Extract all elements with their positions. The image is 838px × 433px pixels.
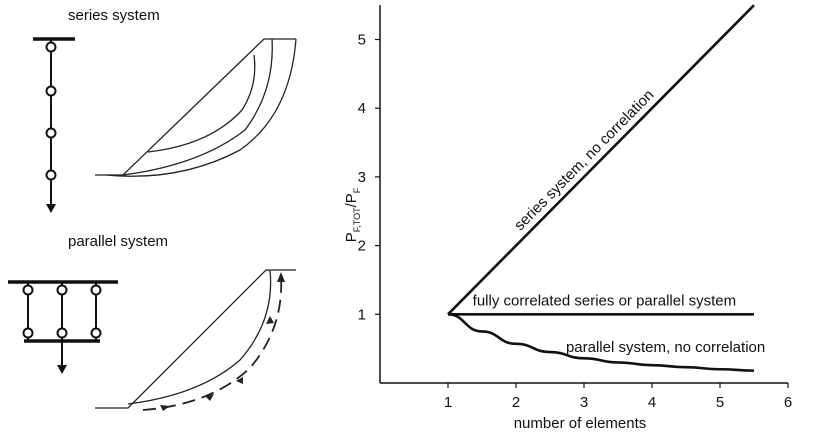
parallel-chain-node [90,327,102,339]
y-axis-label-main-2: P [343,193,360,203]
y-axis-label-sub1: F,TOT [352,207,362,232]
series-label-no-correlation: series system, no correlation [511,86,657,234]
y-axis-label-sub2: F [352,187,362,193]
x-tick-label: 6 [784,394,792,411]
parallel-system-label: parallel system [68,233,169,250]
parallel-load-arrow [57,365,67,374]
x-tick-label: 2 [512,394,520,411]
arrowhead [160,405,170,411]
arrowhead [236,377,243,384]
y-tick-label: 5 [358,32,366,49]
parallel-chain-node [22,327,34,339]
y-tick-label: 2 [358,238,366,255]
arrowhead [205,394,214,401]
arrowhead [266,316,274,324]
parallel-chain-node [90,284,102,296]
parallel-chain-node [56,327,68,339]
slip-surface-outer [105,38,297,177]
slip-surface-middle [122,38,273,176]
series-chain-diagram [33,37,75,213]
parallel-chain-node [56,284,68,296]
parallel-slope-outline [95,269,296,409]
arrowhead [277,272,285,282]
series-load-arrow [46,204,56,213]
chart-axes [379,5,788,384]
series-system-label: series system [68,7,160,24]
series-chain-node [45,85,57,97]
x-tick-label: 5 [716,394,724,411]
series-no-correlation-line [447,4,755,316]
series-chain-node [45,127,57,139]
x-tick-label: 4 [648,394,656,411]
dashed-movement-arrows [142,275,283,411]
x-axis-label: number of elements [514,415,647,432]
slip-surface-inner [147,54,256,153]
x-tick-label: 1 [444,394,452,411]
series-label-fully-correlated: fully correlated series or parallel syst… [473,292,736,309]
parallel-slope-diagram [95,269,296,411]
series-chain-node [45,41,57,53]
y-tick-label: 4 [358,100,366,117]
series-chain-node [45,169,57,181]
parallel-chain-diagram [8,280,118,374]
y-axis-label: PF,TOT/PF [343,187,362,242]
chart-ticks: 1 2 3 4 5 6 1 2 3 4 5 [358,32,793,412]
y-axis-label-main: P [343,232,360,242]
y-tick-label: 3 [358,169,366,186]
parallel-chain-node [22,284,34,296]
y-tick-label: 1 [358,306,366,323]
series-slope-diagram [95,38,297,177]
x-tick-label: 3 [580,394,588,411]
parallel-no-correlation-curve [447,313,755,372]
parallel-slip-surface [127,269,272,405]
chart-series [447,4,755,372]
series-label-parallel-no-correlation: parallel system, no correlation [566,339,765,356]
